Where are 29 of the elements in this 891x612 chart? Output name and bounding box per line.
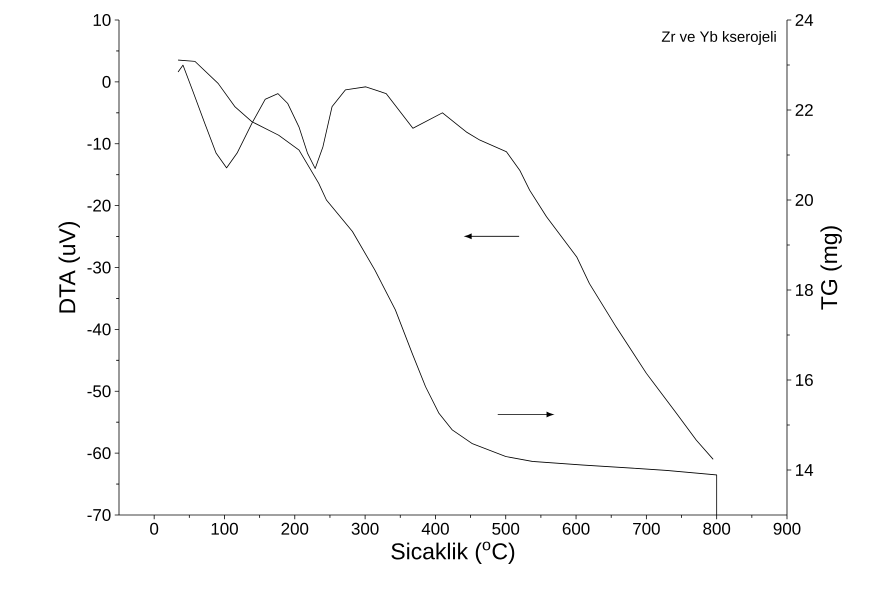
y-tick-label: -40 <box>88 323 111 336</box>
y-tick-label: -50 <box>88 385 111 398</box>
y2-tick-label: 14 <box>796 464 814 476</box>
y2-axis-title: TG (mg) <box>820 226 842 310</box>
y-tick-label: 10 <box>94 14 111 26</box>
x-tick-label: 100 <box>212 522 238 535</box>
x-tick-label: 800 <box>703 522 730 535</box>
y2-tick-label: 22 <box>796 104 813 116</box>
y-axis-title: DTA (uV) <box>58 222 80 313</box>
y-tick-label: -20 <box>88 200 111 212</box>
y-tick-label: -10 <box>88 138 111 150</box>
y2-tick-label: 24 <box>796 14 814 26</box>
x-tick-label: 700 <box>633 522 660 535</box>
x-tick-label: 300 <box>352 522 379 535</box>
x-tick-label: 900 <box>774 522 800 535</box>
y-tick-label: -60 <box>88 447 111 460</box>
y2-tick-label: 18 <box>796 284 813 296</box>
y2-tick-label: 20 <box>796 194 813 206</box>
x-tick-label: 0 <box>150 522 158 535</box>
x-tick-label: 600 <box>562 522 590 535</box>
y2-tick-label: 16 <box>796 374 813 386</box>
y-tick-label: -70 <box>88 509 111 521</box>
x-tick-label: 500 <box>492 522 520 535</box>
x-axis-title: Sicaklik ($^{o}$C) <box>391 542 514 564</box>
annotation: Zr ve Yb kserojeli <box>662 30 776 45</box>
x-tick-label: 200 <box>282 522 308 535</box>
x-tick-label: 400 <box>422 522 449 535</box>
y-tick-label: 0 <box>102 76 111 88</box>
y-tick-label: -30 <box>88 262 111 274</box>
